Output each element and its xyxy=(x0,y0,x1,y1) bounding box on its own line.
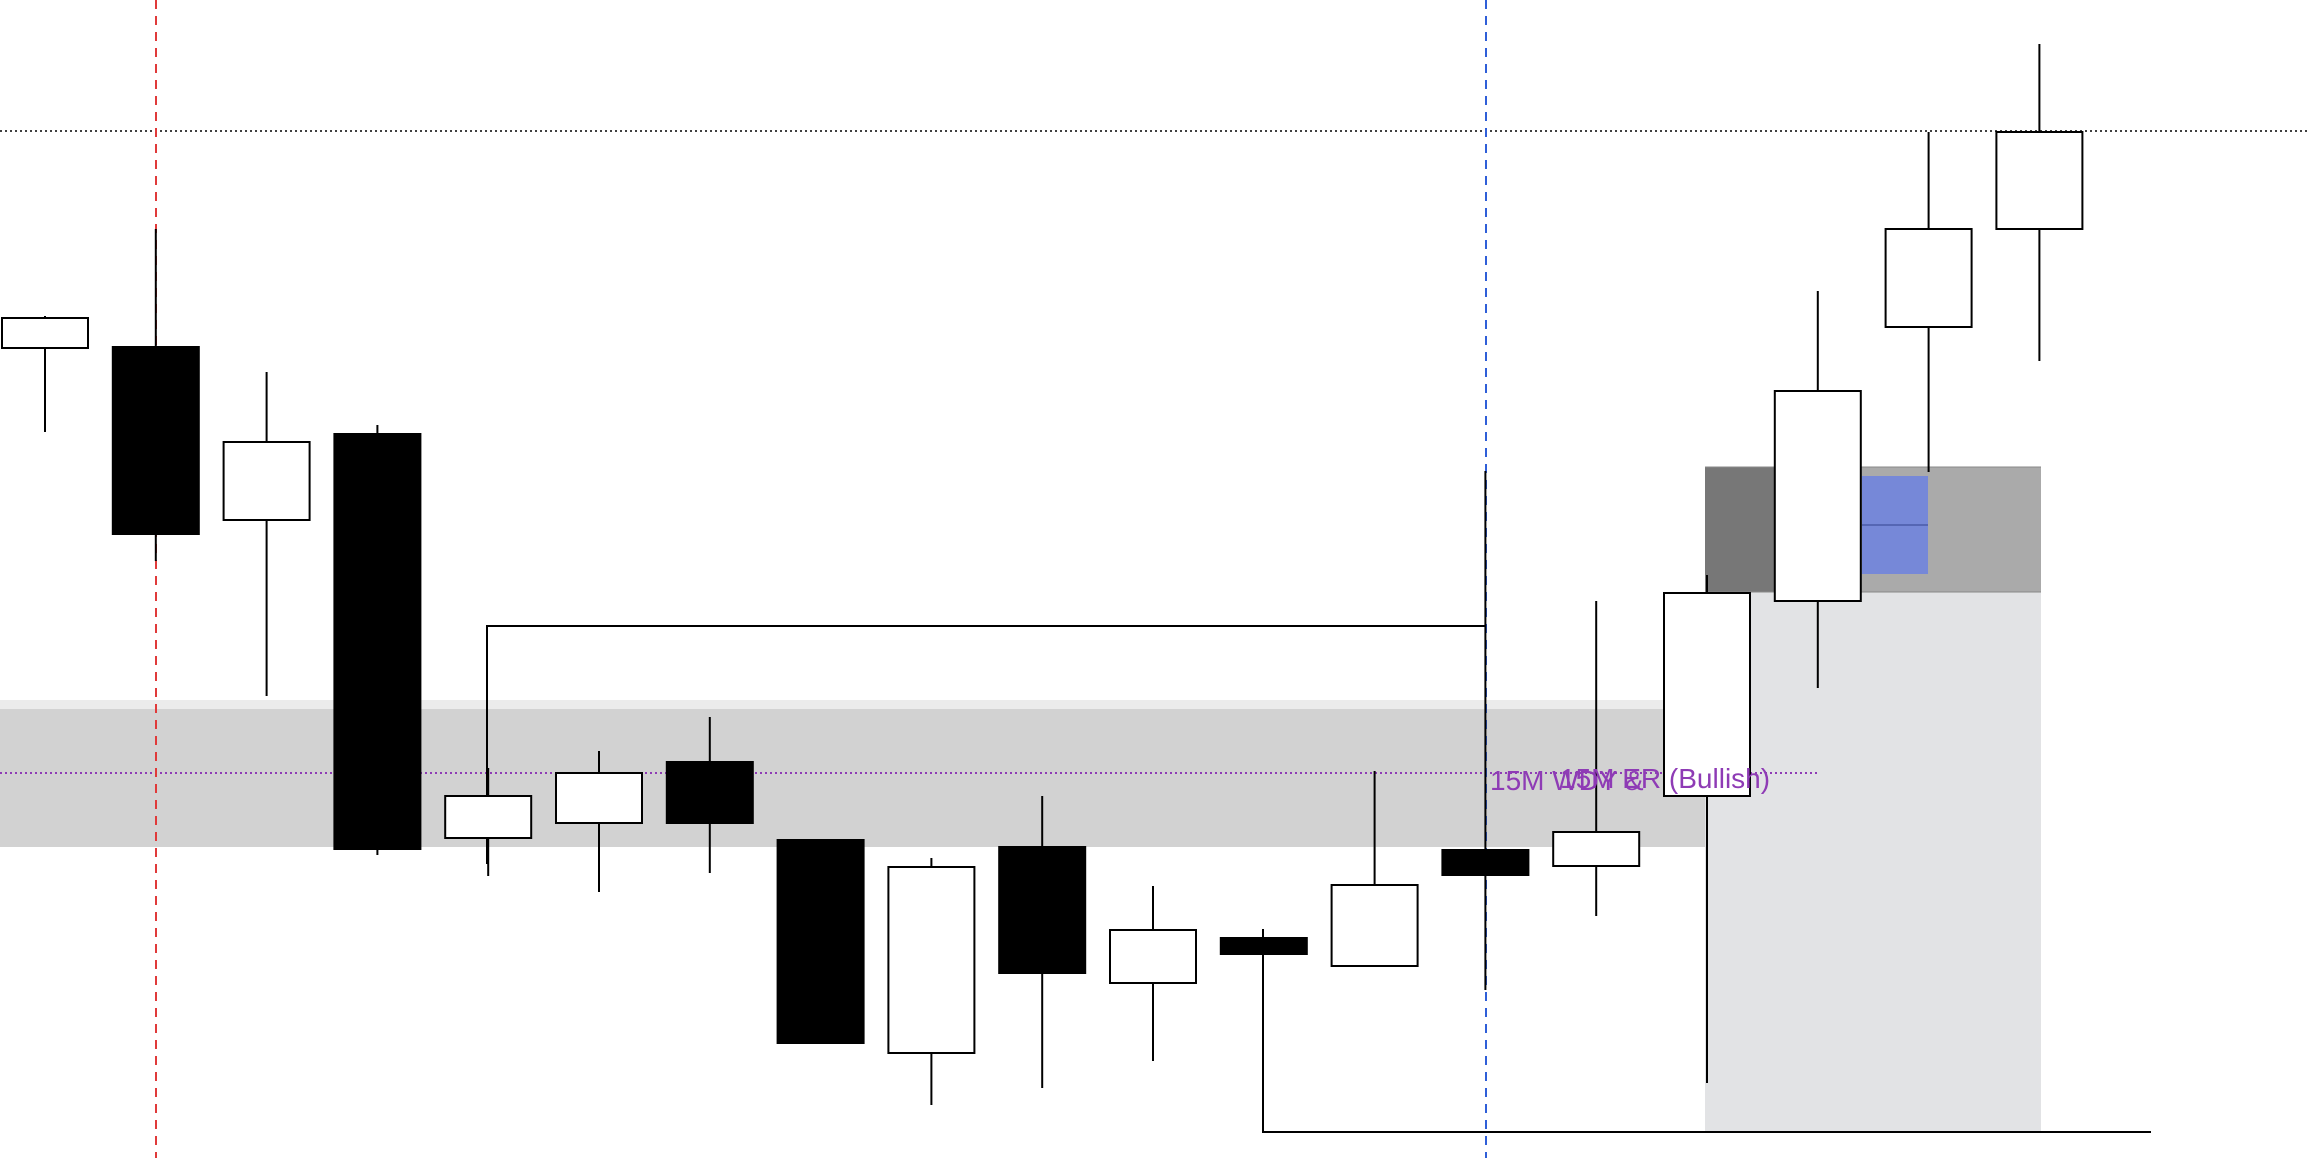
candle-body-bullish xyxy=(1663,592,1751,797)
candle-body-bullish xyxy=(444,795,533,839)
candle-body-bullish xyxy=(1330,884,1419,967)
candle-body-bearish xyxy=(776,839,865,1044)
zone-label-b: 15M ER (Bullish) xyxy=(1560,763,1770,794)
candle-body-bearish xyxy=(665,761,754,824)
candles-group xyxy=(1,44,2084,1105)
structure-low-line xyxy=(1262,929,2151,1133)
candle-body-bullish xyxy=(1884,228,1973,328)
candle-body-bullish xyxy=(1552,831,1641,867)
candle-body-bullish xyxy=(1995,131,2084,230)
upper-projection-box-left xyxy=(1705,467,1775,592)
candle-body-bullish xyxy=(887,866,976,1054)
candle-body-bullish xyxy=(1109,929,1197,984)
zone-label-a: 15M WDY & xyxy=(1490,765,1644,796)
lower-projection-box xyxy=(1705,592,2041,1132)
demand-zone xyxy=(0,709,1817,847)
candle-body-bearish xyxy=(998,846,1087,974)
candle-body-bearish xyxy=(333,433,422,850)
candle-body-bearish xyxy=(111,346,200,535)
demand-zone-top-strip xyxy=(0,700,1817,709)
candle-body-bearish xyxy=(1219,937,1308,955)
candle-body-bullish xyxy=(1,317,89,349)
candle-body-bearish xyxy=(1441,849,1530,876)
candle-body-bullish xyxy=(1773,390,1862,602)
candle-body-bullish xyxy=(222,441,311,521)
structure-high-line xyxy=(486,625,1486,864)
candle-body-bullish xyxy=(555,772,643,824)
